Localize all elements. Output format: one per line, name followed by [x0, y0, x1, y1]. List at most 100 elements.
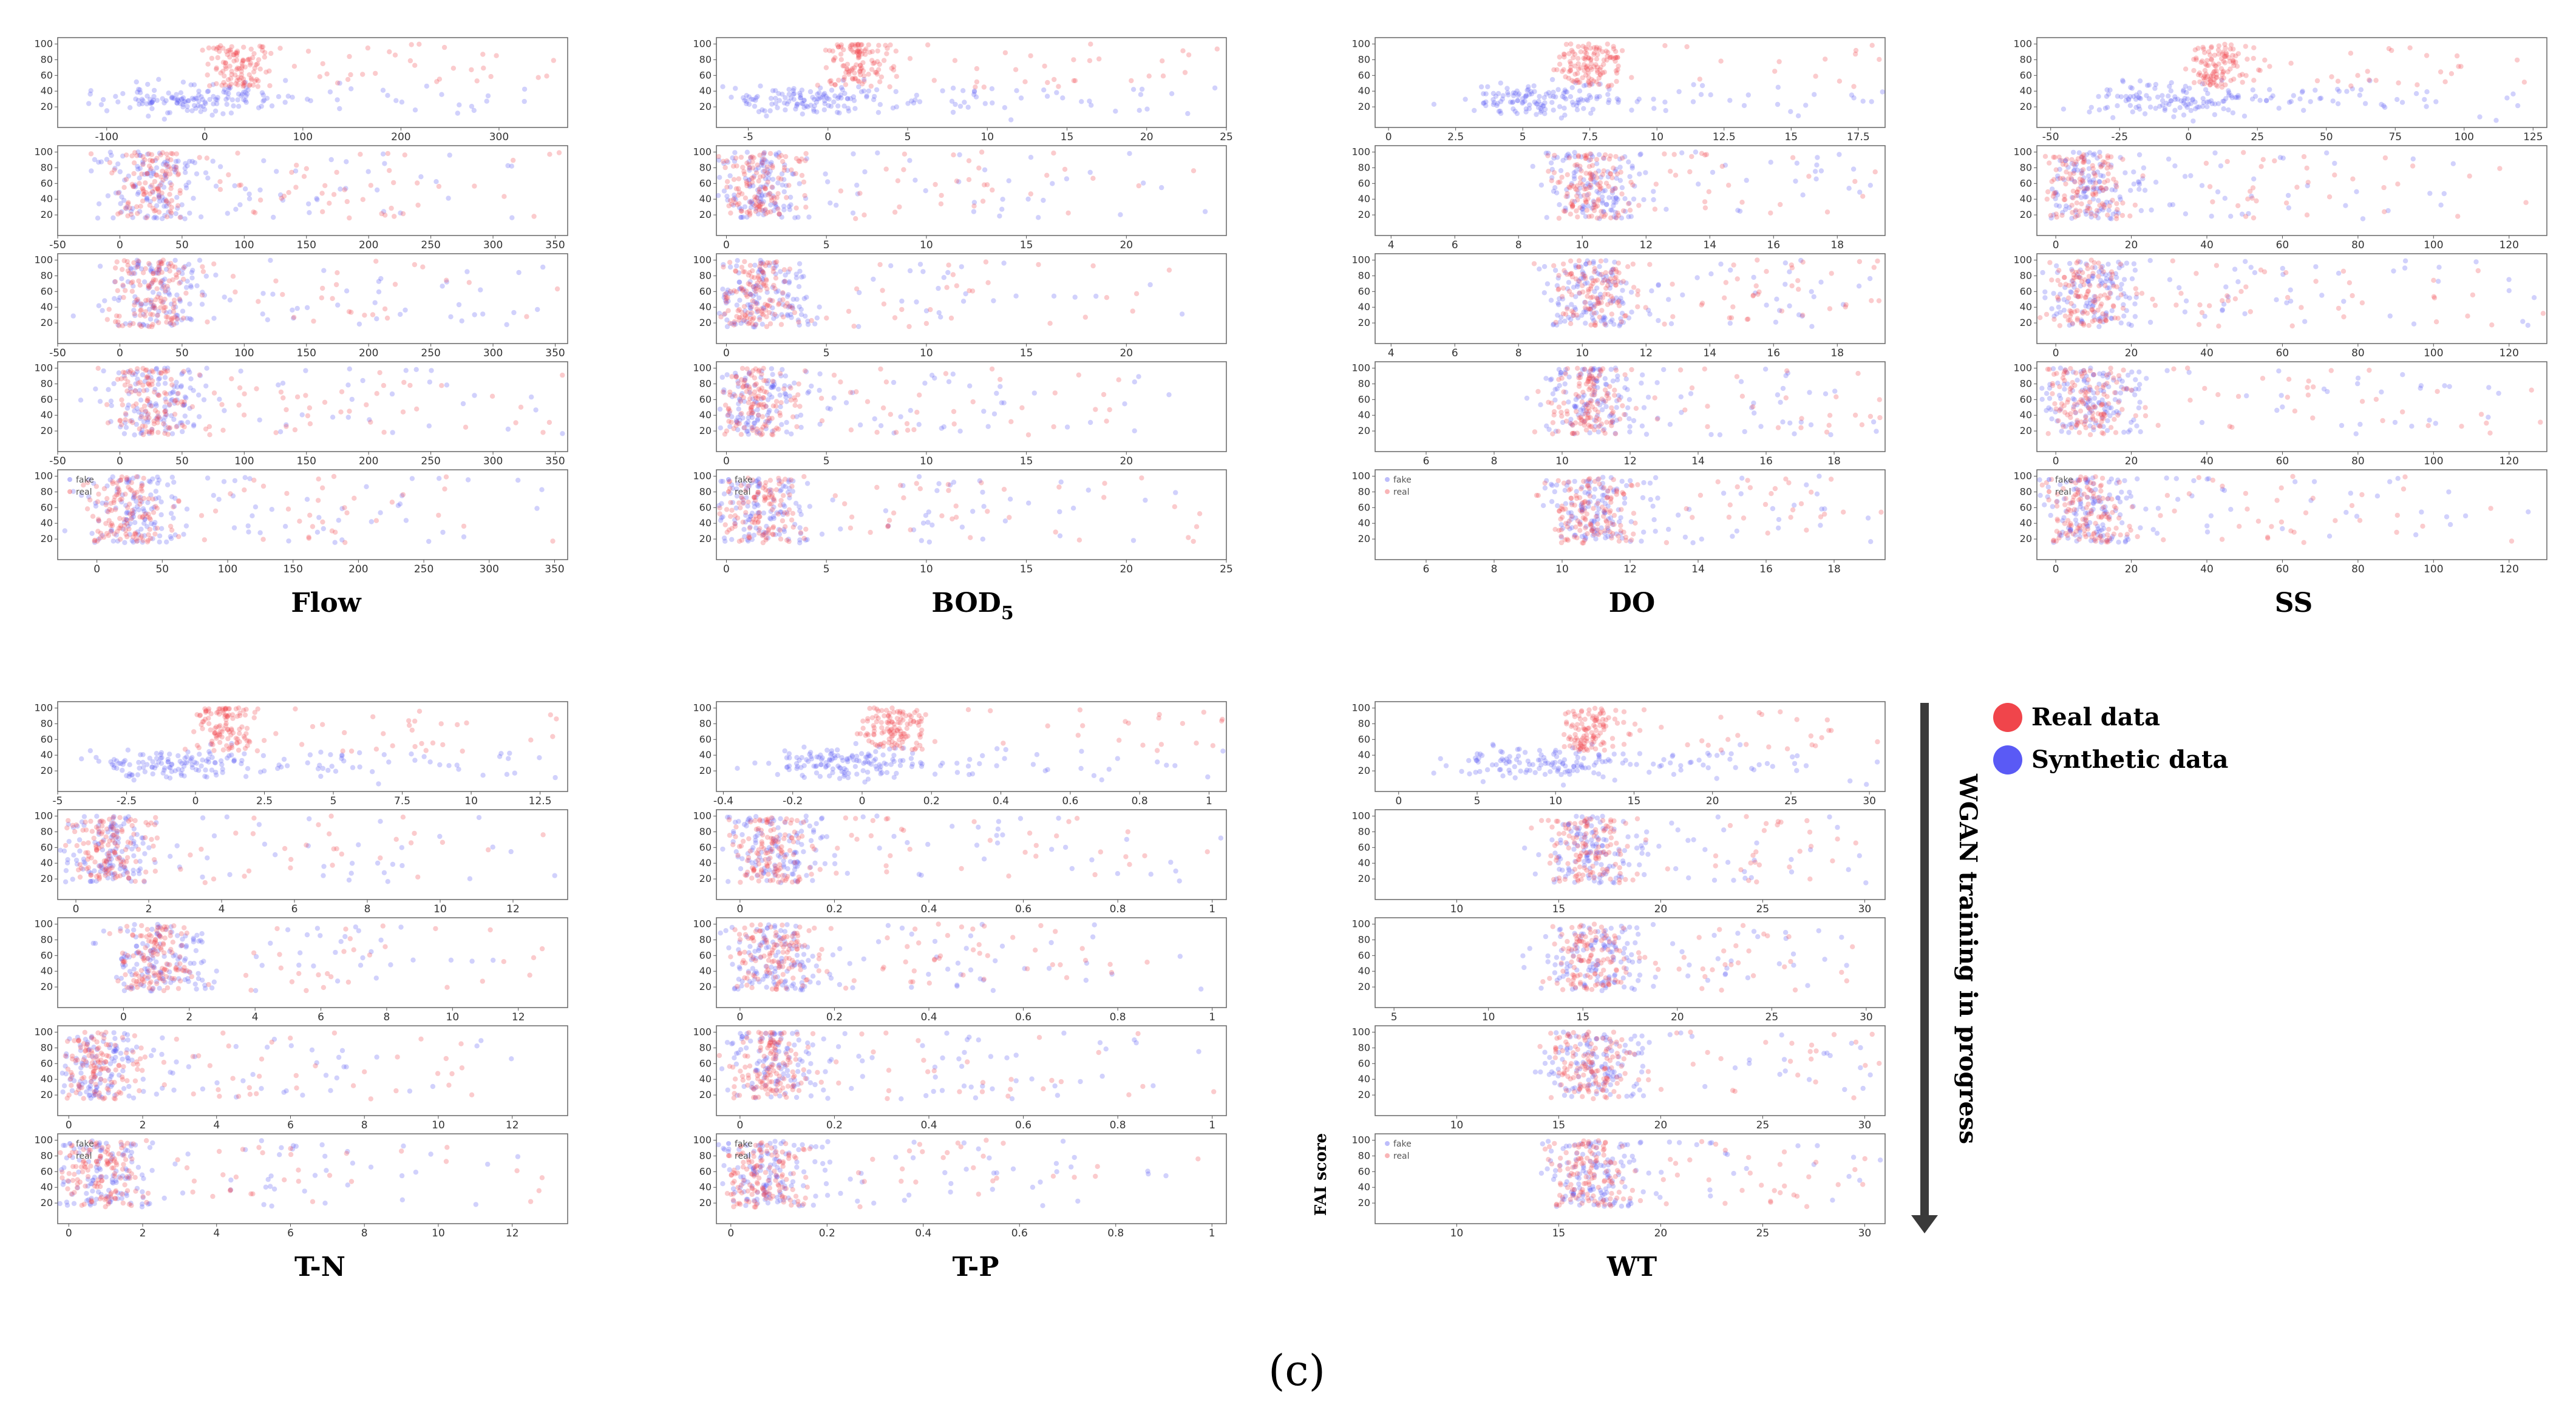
x-tick-label: 25 [1220, 563, 1233, 575]
scatter-point [1511, 99, 1516, 104]
scatter-point [775, 206, 781, 212]
x-tick-label: 100 [234, 239, 254, 251]
scatter-point [747, 525, 753, 531]
scatter-point [409, 476, 415, 481]
scatter-point [95, 529, 101, 534]
scatter-point [147, 382, 152, 388]
scatter-point [823, 171, 828, 177]
scatter-point [761, 378, 767, 384]
scatter-point [194, 283, 200, 288]
y-tick-label: 40 [1358, 517, 1370, 529]
scatter-point [1606, 97, 1612, 103]
scatter-point [1551, 67, 1557, 73]
scatter-point [1613, 154, 1619, 160]
scatter-point [253, 504, 259, 510]
scatter-point [161, 421, 166, 427]
scatter-point [333, 529, 338, 535]
scatter-point [364, 484, 369, 489]
scatter-point [108, 398, 114, 404]
scatter-point [162, 375, 168, 380]
scatter-point [756, 198, 761, 205]
scatter-point [253, 62, 259, 67]
scatter-point [138, 414, 144, 419]
scatter-point [1562, 106, 1567, 111]
scatter-point [373, 70, 378, 76]
scatter-point [759, 306, 764, 311]
x-tick-label: 18 [1830, 347, 1844, 359]
scatter-point [322, 183, 328, 188]
scatter-point [195, 103, 201, 108]
scatter-point [950, 109, 956, 115]
scatter-point [1565, 524, 1571, 530]
scatter-point [176, 534, 182, 540]
scatter-point [1594, 376, 1600, 381]
scatter-point [869, 67, 875, 72]
scatter-point [257, 530, 263, 535]
scatter-point [877, 102, 883, 107]
scatter-point [446, 195, 451, 201]
x-tick-label: 200 [348, 563, 368, 575]
scatter-point [1758, 424, 1764, 429]
scatter-point [1050, 181, 1055, 186]
scatter-point [1631, 285, 1637, 290]
scatter-point [389, 205, 394, 211]
scatter-point [152, 389, 157, 395]
scatter-point [243, 89, 248, 95]
scatter-point [135, 296, 140, 302]
x-tick-label: 12 [1639, 347, 1653, 359]
scatter-point [871, 276, 876, 282]
y-tick-label: 20 [41, 533, 53, 544]
x-tick-label: 14 [1691, 563, 1705, 575]
scatter-point [132, 432, 137, 438]
scatter-point [1676, 89, 1682, 95]
scatter-point [1867, 183, 1873, 188]
scatter-point [1796, 286, 1801, 292]
scatter-point [224, 101, 229, 107]
scatter-point [225, 95, 231, 100]
scatter-point [874, 87, 880, 93]
scatter-point [148, 403, 154, 408]
scatter-point [390, 430, 395, 435]
scatter-point [778, 153, 784, 158]
scatter-point [776, 387, 781, 392]
scatter-point [1570, 430, 1575, 436]
scatter-point [174, 424, 179, 430]
scatter-point [1738, 379, 1744, 384]
scatter-point [941, 275, 947, 280]
y-tick-label: 80 [699, 53, 712, 65]
scatter-point [1118, 212, 1123, 217]
scatter-point [1616, 397, 1622, 402]
scatter-point [137, 313, 143, 318]
y-tick-label: 40 [41, 193, 53, 205]
y-tick-label: 80 [1358, 486, 1370, 497]
scatter-point [156, 189, 161, 194]
scatter-point [759, 385, 765, 391]
scatter-point [276, 94, 282, 100]
scatter-point [765, 302, 770, 308]
scatter-point [865, 399, 871, 404]
scatter-point [141, 279, 148, 285]
scatter-point [131, 183, 136, 189]
scatter-point [750, 298, 755, 303]
scatter-point [279, 195, 284, 201]
scatter-point [981, 408, 987, 414]
scatter-point [145, 398, 151, 404]
scatter-point [1635, 304, 1640, 310]
scatter-point [797, 159, 803, 164]
scatter-point [1086, 487, 1092, 493]
scatter-point [199, 94, 204, 100]
scatter-point [437, 76, 443, 82]
scatter-point [123, 288, 128, 293]
scatter-point [756, 186, 762, 192]
scatter-point [243, 85, 249, 90]
scatter-point [140, 506, 146, 512]
scatter-point [1584, 51, 1589, 56]
scatter-point [307, 512, 313, 518]
scatter-point [1626, 201, 1631, 206]
scatter-point [349, 396, 355, 402]
scatter-point [863, 46, 869, 52]
scatter-point [1093, 293, 1099, 299]
scatter-point [1662, 43, 1668, 49]
scatter-point [1798, 425, 1804, 430]
